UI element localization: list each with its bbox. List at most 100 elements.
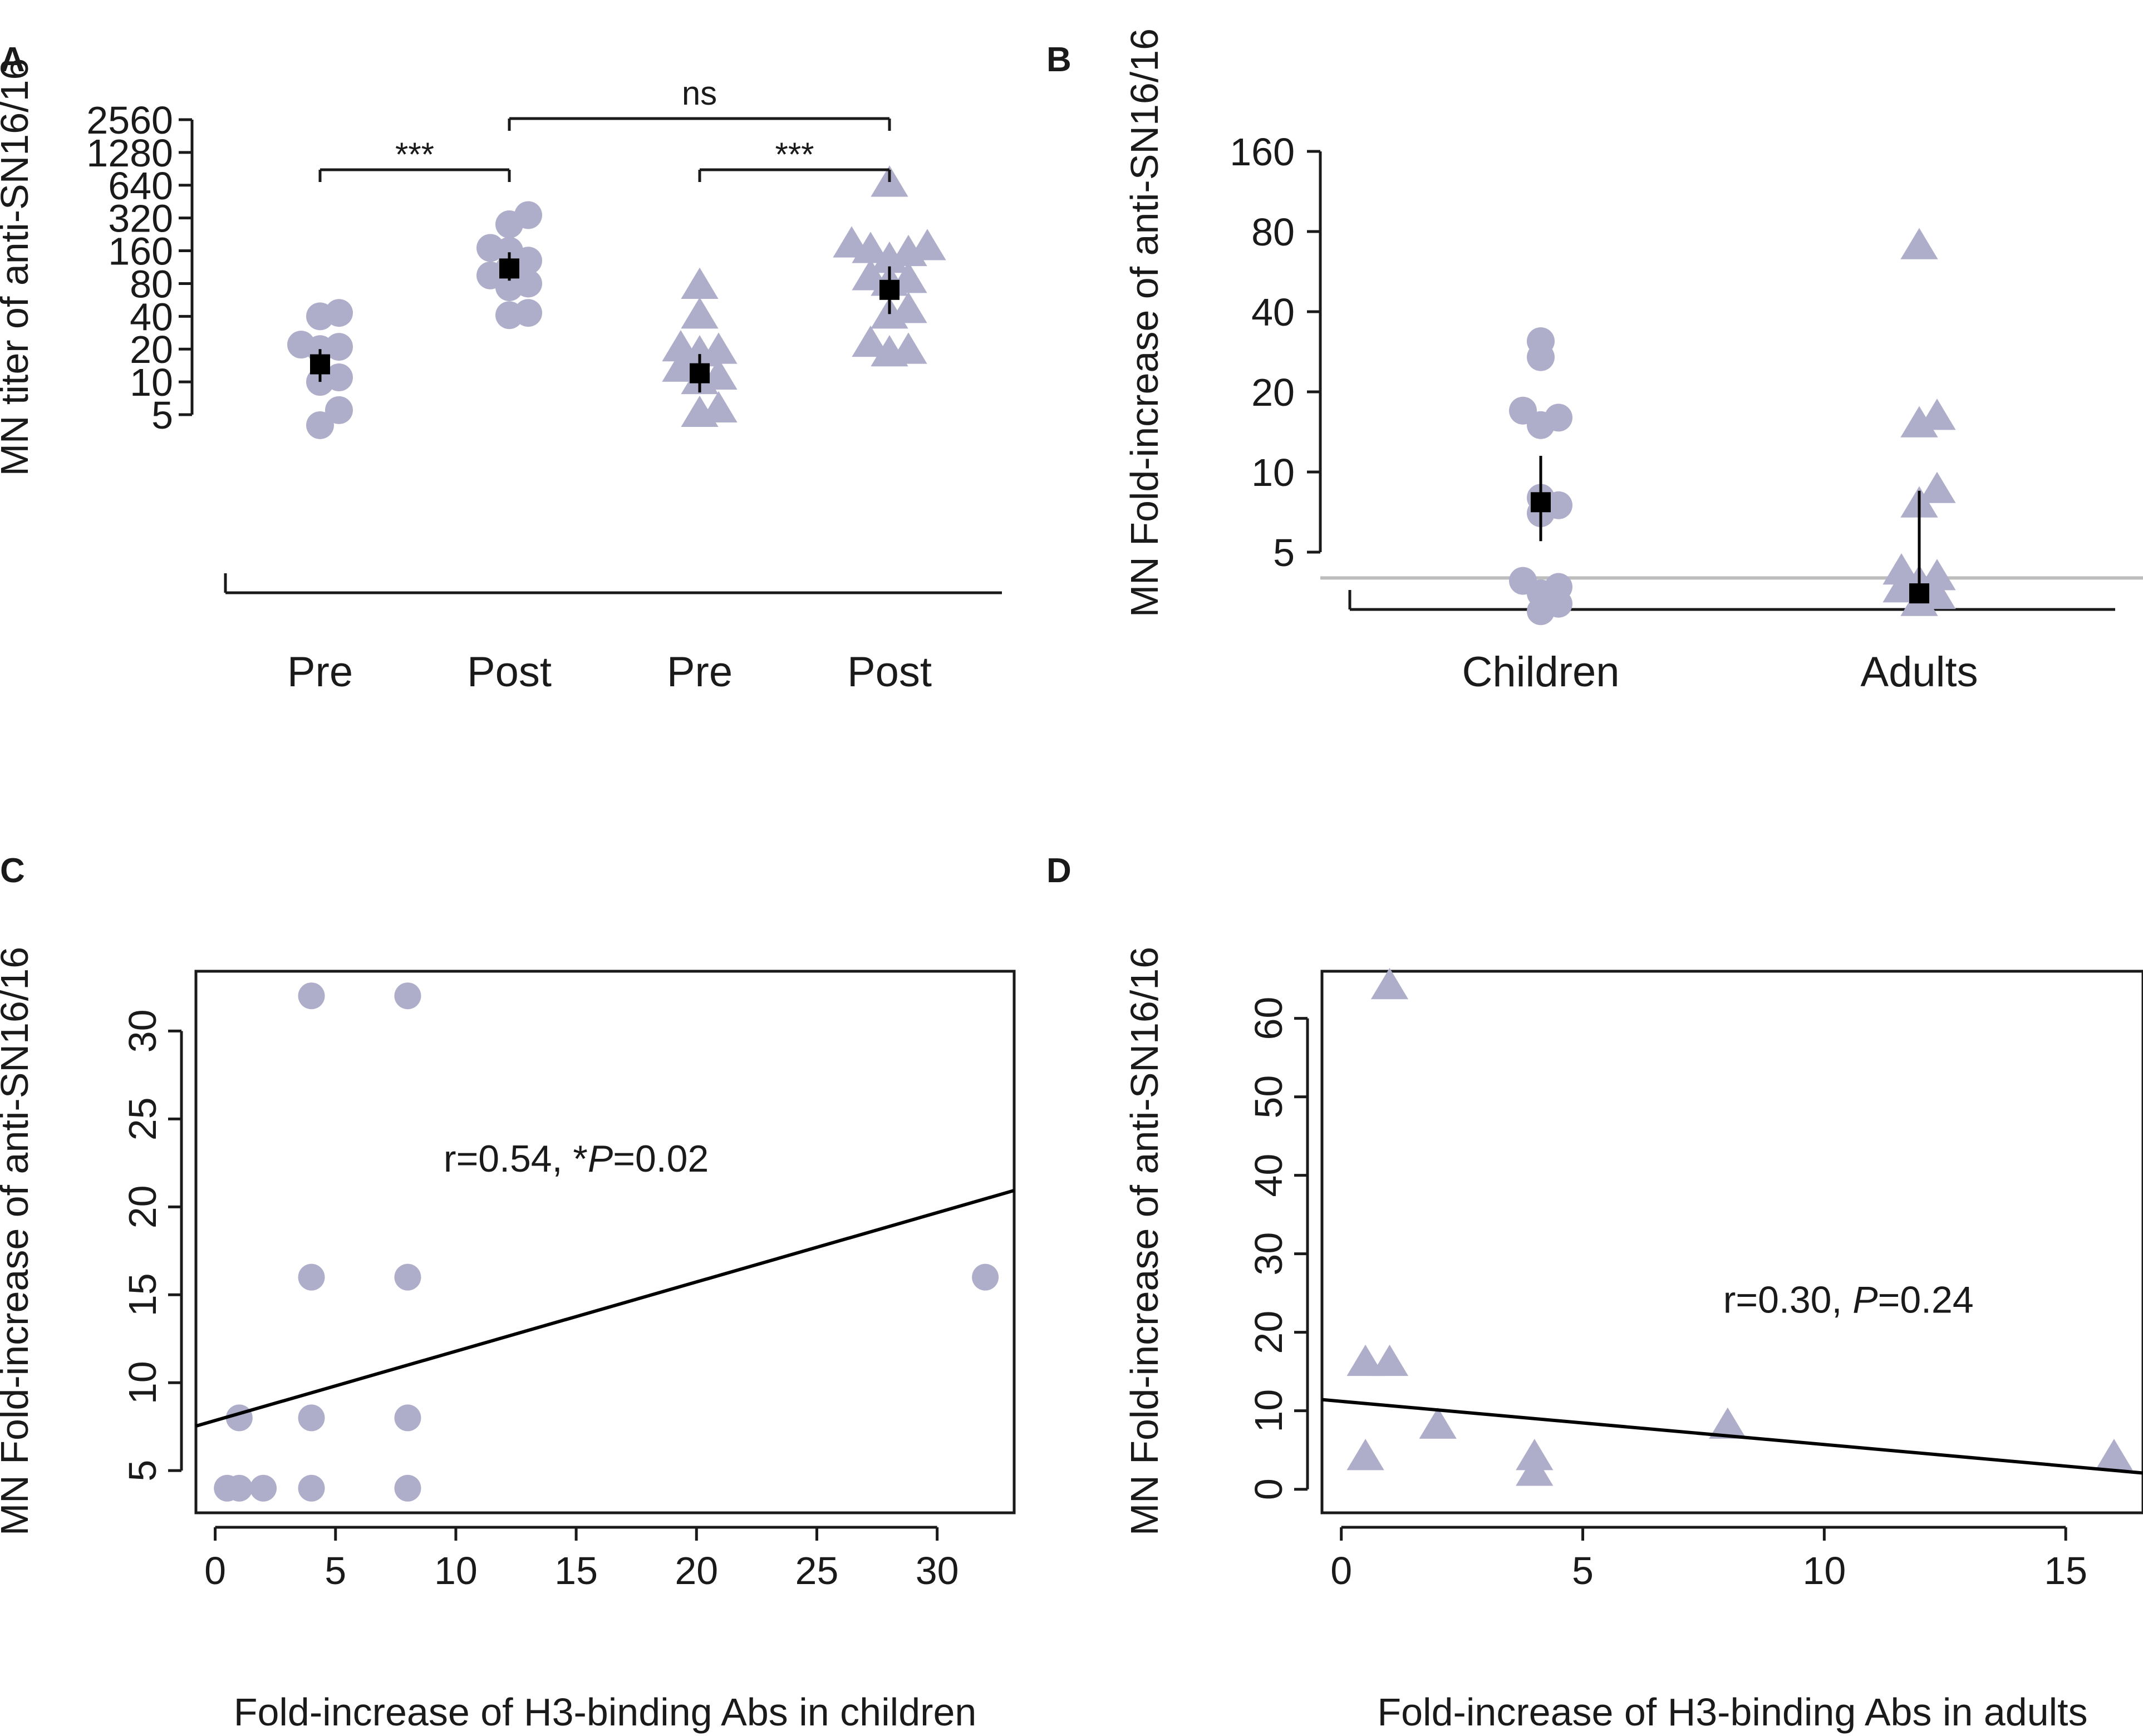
plot-frame [1320,970,2143,1514]
data-point [514,269,542,298]
data-point [1370,968,1409,1000]
data-point [1883,553,1920,585]
data-point [681,297,719,329]
data-point [908,229,946,260]
data-point [1516,1454,1554,1486]
data-point [833,226,871,258]
data-point [1509,567,1537,595]
data-point [1419,1407,1457,1439]
significance-label: *** [395,136,434,173]
data-point [1918,399,1956,430]
x-tick-label: 10 [434,1549,478,1592]
panel-c: C 0 5 10 15 20 25 30 5 10 15 20 25 30 Fold-increase of… [0,852,1016,1734]
data-point [889,332,927,364]
y-tick-label: 25 [121,1097,164,1140]
x-tick-label: 25 [795,1549,839,1592]
y-tick-label: 20 [1247,1311,1290,1354]
y-axis-title: MN Fold-increase of anti-SN16/16 [1123,947,1166,1536]
data-point [325,333,353,361]
category-label: Children [1462,648,1619,696]
data-point [394,982,421,1010]
x-tick-label: 5 [1572,1549,1594,1592]
panel-letter-a: A [0,41,25,79]
data-point [287,331,315,359]
data-point [298,1474,325,1502]
y-tick-label: 0 [1247,1478,1290,1500]
category-label: Adults [1860,648,1978,696]
significance-bracket: *** [318,136,511,182]
correlation-annotation: r=0.30, P=0.24 [1723,1278,1974,1321]
data-point [394,1474,421,1502]
y-tick-label: 20 [1251,371,1295,414]
data-point [1370,1344,1409,1376]
data-point [889,292,927,323]
annotation-suffix: =0.02 [613,1138,709,1180]
y-tick-label: 40 [130,295,173,338]
mean-marker [690,363,710,383]
y-tick-label: 20 [121,1185,164,1228]
y-tick-label: 640 [108,164,173,208]
correlation-annotation: r=0.54, *P=0.02 [444,1138,709,1180]
x-tick-label: 10 [1802,1549,1846,1592]
annotation-prefix: r=0.30, [1723,1278,1853,1321]
y-tick-label: 40 [1247,1154,1290,1197]
y-tick-label: 80 [1251,210,1295,254]
category-label: Post [467,648,552,696]
data-point [1900,228,1938,259]
y-tick-label: 160 [108,230,173,273]
data-point [298,982,325,1010]
annotation-suffix: =0.24 [1878,1278,1974,1321]
data-point [1509,396,1537,425]
x-tick-label: 15 [554,1549,598,1592]
annotation-p: P [1852,1278,1877,1321]
data-point [514,299,542,327]
y-tick-label: 5 [151,394,173,437]
data-point [394,1404,421,1432]
data-point [681,267,719,299]
significance-bracket: *** [698,136,891,182]
data-point [1709,1407,1747,1439]
data-point [298,1404,325,1432]
y-tick-label: 5 [121,1460,164,1482]
y-tick-label: 15 [121,1273,164,1316]
y-tick-label: 5 [1273,531,1295,574]
panel-b: B 5 10 20 40 80 160 Children Adults MN Fold-incre… [1046,28,2143,696]
mean-marker [1909,583,1929,604]
significance-bracket: ns [508,75,891,131]
data-point [1545,404,1572,432]
data-point [972,1263,999,1291]
panel-letter-b: B [1046,41,1072,79]
y-tick-label: 10 [1251,451,1295,494]
x-tick-label: 0 [1330,1549,1352,1592]
data-point [662,330,700,362]
data-point [306,411,334,439]
y-tick-label: 30 [1247,1232,1290,1276]
y-tick-label: 10 [1247,1389,1290,1433]
data-point [476,234,504,262]
data-point [1527,327,1555,355]
x-axis-title: Fold-increase of H3-binding Abs in adult… [1377,1690,2087,1734]
y-tick-label: 320 [108,197,173,240]
y-axis-title: MN Fold-increase of anti-SN16/16 [1123,28,1166,617]
annotation-prefix: r=0.54, * [444,1138,588,1180]
regression-line [195,1189,1015,1428]
plot-frame [194,970,1016,1514]
data-point [700,332,738,364]
data-point [1516,1439,1554,1471]
mean-marker [499,258,519,279]
y-tick-label: 10 [121,1361,164,1404]
data-point [2095,1439,2133,1471]
data-point [325,363,353,392]
y-tick-label: 40 [1251,291,1295,334]
significance-label: *** [775,136,814,173]
y-axis-title: MN titer of anti-SN16/16 [0,58,36,476]
data-point [325,299,353,327]
annotation-p: P [588,1138,613,1180]
mean-marker [310,354,330,375]
data-point [1545,573,1572,601]
y-tick-label: 30 [121,1009,164,1053]
x-tick-label: 5 [325,1549,346,1592]
